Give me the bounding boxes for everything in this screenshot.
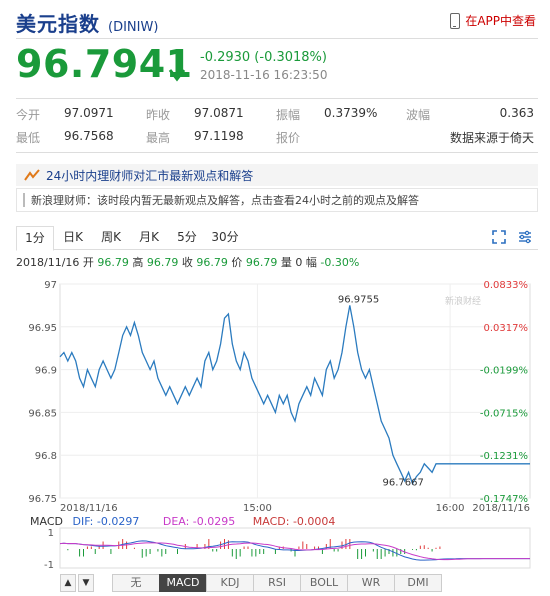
percent-tick-label: -0.0715% [480,408,528,419]
ohlc-summary: 2018/11/16 开 96.79 高 96.79 收 96.79 价 96.… [16,256,360,269]
stat-low: 最低 96.7568 [16,129,114,145]
macd-dea: DEA: -0.0295 [162,515,236,528]
scroll-up-button[interactable]: ▲ [60,574,76,592]
x-tick-label: 16:00 [436,503,465,514]
x-tick-label: 2018/11/16 [472,503,530,514]
tab-weekly-k[interactable]: 周K [101,230,121,244]
macd-value: MACD: -0.0004 [252,515,336,528]
open-in-app-label: 在APP中查看 [465,14,536,28]
scroll-down-button[interactable]: ▼ [78,574,94,592]
percent-tick-label: -0.0199% [480,366,528,377]
y-tick-label: 96.9 [35,366,57,377]
y-tick-label: 96.75 [28,494,57,505]
price-line [59,305,530,486]
percent-tick-label: -0.1747% [480,494,528,505]
macd-legend: MACD DIF: -0.0297 DEA: -0.0295 MACD: -0.… [30,515,335,528]
indicator-wr[interactable]: WR [347,574,395,592]
y-tick-label: 96.85 [28,408,57,419]
tab-5min[interactable]: 5分 [177,230,197,244]
plot-frame [59,283,531,499]
stat-amplitude: 振幅 0.3739% [276,106,378,122]
stat-source: 数据来源于倚天 [449,131,534,145]
quote-timestamp: 2018-11-16 16:23:50 [200,68,328,82]
macd-dif: DIF: -0.0297 [72,515,140,528]
arrow-down-icon [168,54,186,82]
tab-1min[interactable]: 1分 [16,226,54,251]
tab-30min[interactable]: 30分 [211,230,239,244]
settings-icon[interactable] [518,230,532,244]
x-tick-label: 2018/11/16 [60,503,118,514]
indicator-boll[interactable]: BOLL [300,574,348,592]
stats-table: 今开 97.0971 昨收 97.0871 振幅 0.3739% 波幅 0.363 最低… [16,103,538,149]
x-tick-label: 15:00 [243,503,272,514]
max-label: 96.9755 [338,294,379,305]
y-tick-label: 96.95 [28,323,57,334]
divider [16,152,538,153]
divider [16,98,538,99]
stat-prev-close: 昨收 97.0871 [146,106,244,122]
price-change: -0.2930 (-0.3018%) [200,50,327,65]
stat-high: 最高 97.1198 [146,129,244,145]
indicator-tabs: ▲ ▼ 无 MACD KDJ RSI BOLL WR DMI [60,574,442,592]
indicator-dmi[interactable]: DMI [394,574,442,592]
watermark: 新浪财经 [445,295,481,307]
news-text: 新浪理财师：该时段内暂无最新观点及解答，点击查看24小时之前的观点及解答 [31,194,419,207]
fullscreen-icon[interactable] [492,230,506,244]
divider [16,38,538,39]
macd-tick-label: 1 [48,528,54,539]
indicator-kdj[interactable]: KDJ [206,574,254,592]
macd-title: MACD [30,515,63,528]
stats-row: 最低 96.7568 最高 97.1198 报价 数据来源于倚天 [16,126,538,149]
indicator-rsi[interactable]: RSI [253,574,301,592]
phone-icon [450,12,461,29]
stat-open: 今开 97.0971 [16,106,114,122]
trend-icon [24,169,40,181]
min-label: 96.7667 [383,478,424,489]
indicator-none[interactable]: 无 [112,574,160,592]
macd-frame [59,527,531,569]
news-header[interactable]: 24小时内理财师对汇市最新观点和解答 [16,164,538,186]
news-header-label: 24小时内理财师对汇市最新观点和解答 [46,168,254,183]
percent-tick-label: -0.1231% [480,451,528,462]
open-in-app-link[interactable]: 在APP中查看 [450,12,536,29]
y-tick-label: 96.8 [35,451,57,462]
tab-monthly-k[interactable]: 月K [139,230,159,244]
news-item[interactable]: 新浪理财师：该时段内暂无最新观点及解答，点击查看24小时之前的观点及解答 [16,188,538,212]
chart-tools [492,230,532,244]
price-chart[interactable]: 97 0.0833% 96.95 0.0317% 96.9 -0.0199% 96.85 -0… [0,270,550,570]
y-tick-label: 97 [44,280,57,291]
news-marker [23,193,25,207]
macd-dea-line [59,542,530,561]
percent-tick-label: 0.0317% [484,323,529,334]
stat-range: 波幅 0.363 [406,106,534,122]
macd-dif-line [59,540,530,561]
period-tabs: 1分 日K 周K 月K 5分 30分 [16,226,538,251]
stat-quote: 报价 [276,131,301,145]
current-price: 96.7941 [16,42,193,86]
macd-tick-label: -1 [44,560,54,570]
index-code: (DINIW) [108,20,159,35]
stats-row: 今开 97.0971 昨收 97.0871 振幅 0.3739% 波幅 0.363 [16,103,538,126]
title-bar: 美元指数 (DINIW) [16,8,159,36]
percent-tick-label: 0.0833% [484,280,529,291]
tab-daily-k[interactable]: 日K [63,230,83,244]
indicator-macd[interactable]: MACD [159,574,207,592]
index-name: 美元指数 [16,12,100,36]
